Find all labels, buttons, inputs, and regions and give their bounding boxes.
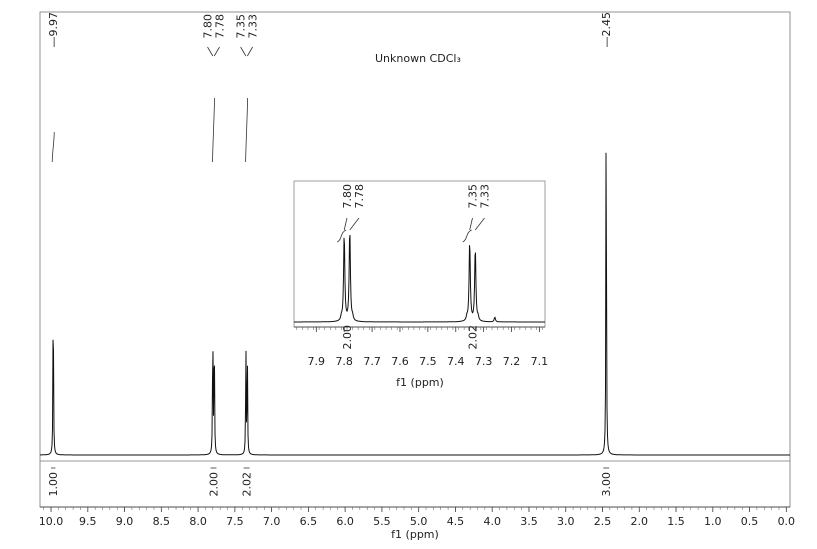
x-axis: 10.0 9.5 9.0 8.5 8.0 7.5 7.0 6.5 6.0 5.5 5.0 4.5 4.0… <box>39 506 796 528</box>
x-axis-title: f1 (ppm) <box>391 528 439 541</box>
inset-x-tick-label: 7.6 <box>391 355 409 368</box>
inset-zoom-chart: 7.80 7.78 7.35 7.33 2.00 2.02 7.9 7.8 7.7 7.6 7.… <box>293 180 549 389</box>
peak-label-connector <box>240 46 247 57</box>
inset-x-axis: 7.9 7.8 7.7 7.6 7.5 7.4 7.3 7.2 7.1 <box>296 327 549 368</box>
peak-shift-label: 7.78 <box>214 14 227 39</box>
x-tick-label: 0.0 <box>778 515 796 528</box>
x-tick-label: 8.0 <box>189 515 207 528</box>
x-tick-label: 1.5 <box>667 515 685 528</box>
peak-shift-label: 7.35 <box>235 14 248 39</box>
x-tick-label: 7.5 <box>226 515 244 528</box>
inset-integral-curve <box>462 229 472 243</box>
x-tick-label: 8.5 <box>153 515 171 528</box>
inset-spectrum-trace <box>294 234 545 323</box>
x-tick-label: 9.5 <box>79 515 97 528</box>
inset-peak-labels: 7.80 7.78 7.35 7.33 <box>336 184 491 243</box>
x-tick-label: 5.0 <box>410 515 428 528</box>
inset-x-tick-label: 7.9 <box>308 355 326 368</box>
x-tick-label: 4.0 <box>483 515 501 528</box>
inset-x-tick-label: 7.7 <box>363 355 381 368</box>
peak-label-connector <box>213 46 220 57</box>
integral-value: 2.02 <box>241 472 254 497</box>
integral-values: 1.00 2.00 2.02 3.00 <box>47 467 613 497</box>
inset-peak-shift-label: 7.35 <box>466 184 479 209</box>
inset-x-tick-label: 7.5 <box>419 355 437 368</box>
inset-x-tick-label: 7.4 <box>447 355 465 368</box>
x-tick-label: 3.0 <box>557 515 575 528</box>
peak-shift-label: —2.45 <box>600 12 613 48</box>
integral-curve <box>212 97 215 163</box>
inset-integral-value: 2.00 <box>341 325 354 350</box>
inset-integral-value: 2.02 <box>466 325 479 350</box>
inset-integral-curve <box>336 229 347 243</box>
inset-peak-label-connector <box>469 217 473 231</box>
integral-curve <box>245 97 249 163</box>
inset-x-tick-label: 7.2 <box>503 355 521 368</box>
peak-label-connector <box>207 46 214 57</box>
inset-peak-label-connector <box>349 217 360 231</box>
inset-x-tick-label: 7.8 <box>335 355 353 368</box>
x-tick-label: 5.5 <box>373 515 391 528</box>
integral-curves <box>51 97 249 163</box>
integral-value: 3.00 <box>600 472 613 497</box>
inset-peak-shift-label: 7.80 <box>341 184 354 209</box>
x-tick-label: 6.0 <box>336 515 354 528</box>
inset-x-axis-title: f1 (ppm) <box>396 376 444 389</box>
x-tick-label: 0.5 <box>741 515 759 528</box>
x-tick-label: 9.0 <box>116 515 134 528</box>
inset-peak-shift-label: 7.78 <box>353 184 366 209</box>
x-tick-label: 2.5 <box>594 515 612 528</box>
x-tick-label: 1.0 <box>704 515 722 528</box>
x-tick-label: 2.0 <box>631 515 649 528</box>
spectrum-trace <box>40 152 790 456</box>
x-tick-label: 10.0 <box>39 515 64 528</box>
peak-shift-label: 7.33 <box>247 14 260 39</box>
peak-labels: —9.97 7.80 7.78 7.35 7.33 —2.45 <box>47 12 613 57</box>
inset-peak-shift-label: 7.33 <box>478 184 491 209</box>
inset-x-tick-label: 7.3 <box>475 355 493 368</box>
inset-x-tick-label: 7.1 <box>531 355 549 368</box>
inset-frame <box>293 180 546 328</box>
inset-peak-label-connector <box>474 217 485 231</box>
inset-peak-label-connector <box>343 217 348 231</box>
integral-value: 1.00 <box>47 472 60 497</box>
x-tick-label: 3.5 <box>520 515 538 528</box>
x-tick-label: 6.5 <box>300 515 318 528</box>
x-tick-label: 4.5 <box>447 515 465 528</box>
peak-label-connector <box>247 46 253 57</box>
peak-shift-label: 7.80 <box>202 14 215 39</box>
sample-annotation: Unknown CDCl₃ <box>375 52 461 65</box>
x-tick-label: 7.0 <box>263 515 281 528</box>
integral-curve <box>51 131 55 163</box>
integral-value: 2.00 <box>208 472 221 497</box>
peak-shift-label: —9.97 <box>47 12 60 48</box>
